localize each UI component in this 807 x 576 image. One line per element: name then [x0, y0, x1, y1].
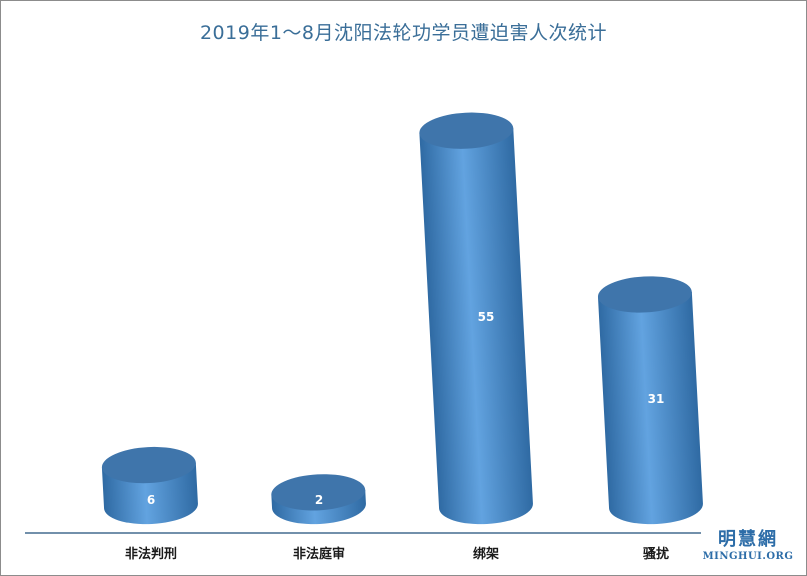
- bar-top-3: [597, 276, 692, 313]
- data-label-3: 31: [647, 392, 665, 407]
- watermark-english-text: MINGHUI.ORG: [702, 551, 794, 562]
- watermark-chinese-text: 明慧網: [718, 529, 778, 550]
- bar-body-3: [597, 291, 703, 525]
- bar-3: [597, 276, 703, 525]
- category-label-1: 非法庭审: [292, 547, 345, 562]
- bar-1: [271, 474, 366, 525]
- bar-top-1: [271, 474, 366, 511]
- bar-0: [101, 446, 198, 525]
- data-label-2: 55: [477, 310, 495, 325]
- bar-top-2: [419, 112, 514, 149]
- bar-2: [419, 112, 533, 525]
- bar-top-0: [101, 446, 196, 484]
- data-label-0: 6: [146, 493, 156, 507]
- chart-title: 2019年1～8月沈阳法轮功学员遭迫害人次统计: [199, 22, 608, 44]
- category-label-2: 绑架: [472, 547, 499, 562]
- category-label-3: 骚扰: [642, 547, 669, 562]
- data-label-1: 2: [314, 493, 324, 507]
- bar-body-2: [419, 128, 533, 525]
- category-label-0: 非法判刑: [124, 547, 177, 562]
- minghui-watermark: 明慧網 MINGHUI.ORG: [698, 525, 798, 562]
